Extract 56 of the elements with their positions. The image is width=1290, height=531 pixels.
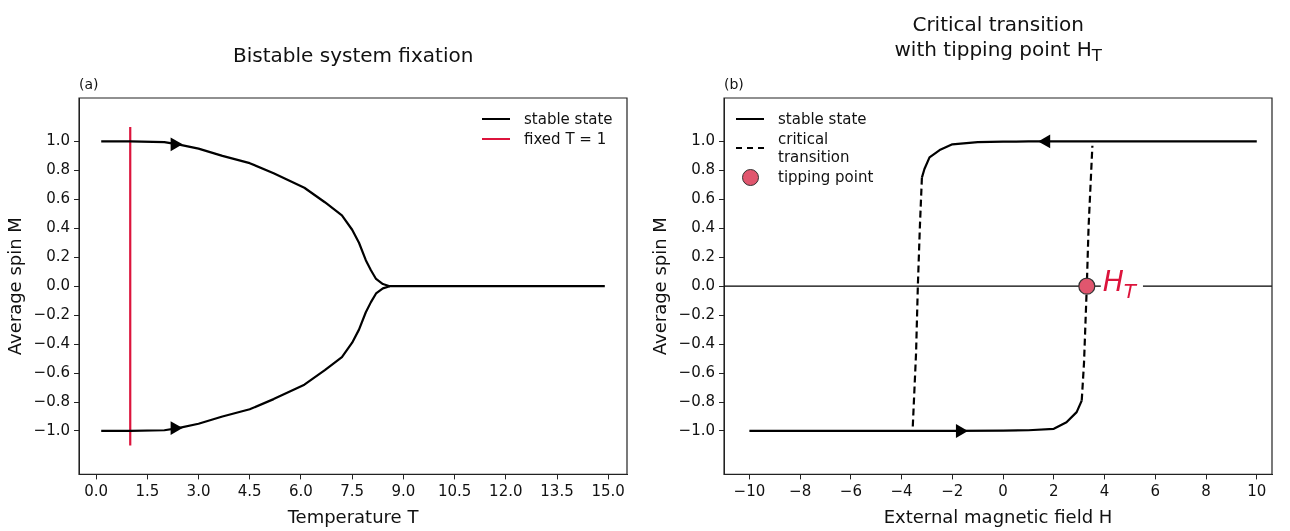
x-tick-label: 10.5 [437,482,472,501]
y-tick-label: 0.6 [46,189,71,208]
y-tick-label: 0.6 [691,189,716,208]
y-axis-title: Average spin M [4,217,26,356]
x-tick-label: 1.5 [135,482,160,501]
legend-label: tipping point [778,168,874,186]
x-axis-title: Temperature T [286,505,420,527]
y-tick-label: −0.2 [678,305,716,324]
x-axis-title: External magnetic field H [883,505,1113,527]
x-tick-label: 10 [1247,482,1267,501]
x-tick-label: 6.0 [289,482,313,501]
y-tick-label: −1.0 [33,420,71,439]
y-tick-label: 1.0 [691,131,716,150]
x-tick-label: 2 [1049,482,1059,501]
x-tick-label: 0 [998,482,1008,501]
x-tick-label: 4.5 [237,482,262,501]
y-tick-label: 0.2 [691,247,716,266]
text: (b) [724,76,744,92]
y-tick-label: −0.6 [33,362,71,381]
x-tick-label: −2 [941,482,964,501]
y-tick-label: −0.2 [33,305,71,324]
x-tick-label: 4 [1099,482,1110,501]
chart-title: Bistable system fixation [233,43,474,68]
y-tick-label: −0.4 [678,334,716,352]
y-tick-label: −1.0 [678,420,716,439]
y-tick-label: 0.0 [46,276,71,295]
x-tick-label: 13.5 [540,482,574,501]
x-tick-label: −6 [839,482,862,501]
x-tick-label: 3.0 [186,482,211,501]
legend-label: fixed T = 1 [524,130,607,148]
chart-title: Critical transition with tipping point H$_{T}$ [894,12,1102,67]
y-axis-title: Average spin M [649,217,671,356]
y-tick-label: 0.2 [46,247,71,266]
y-tick-label: 0.8 [46,160,71,179]
x-tick-label: 9.0 [391,482,416,501]
y-tick-label: 0.4 [46,218,71,237]
text: (a) [79,76,99,92]
x-tick-label: 15.0 [591,482,625,501]
y-tick-label: 0.4 [691,218,716,237]
x-tick-label: 0.0 [84,482,109,501]
y-tick-label: −0.4 [33,334,71,352]
legend-label: stable state [524,110,613,128]
x-tick-label: 7.5 [340,482,365,501]
y-tick-label: 1.0 [46,131,71,150]
x-tick-label: 6 [1150,482,1161,501]
x-tick-label: 8 [1201,482,1211,501]
y-tick-label: −0.8 [33,391,71,410]
x-tick-label: −10 [733,482,766,501]
x-tick-label: −8 [789,482,812,501]
x-tick-label: 12.0 [489,482,523,501]
x-tick-label: −4 [890,482,913,501]
y-tick-label: 0.0 [691,276,716,295]
legend-label: stable state [778,110,867,128]
y-tick-label: 0.8 [691,160,716,179]
y-tick-label: −0.6 [678,362,716,381]
y-tick-label: −0.8 [678,391,716,410]
